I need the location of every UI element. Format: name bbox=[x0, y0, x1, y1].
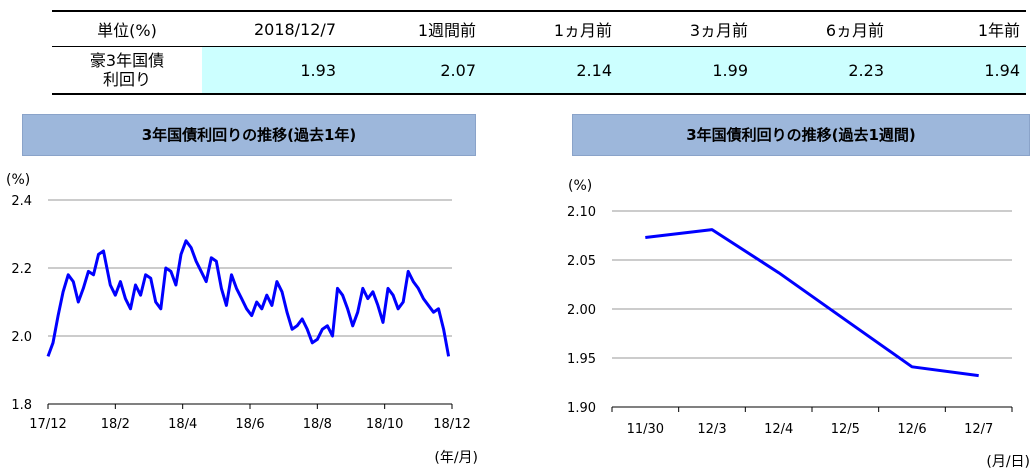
value-1week: 2.07 bbox=[342, 46, 482, 95]
chart-title-1week: 3年国債利回りの推移(過去1週間) bbox=[572, 114, 1030, 156]
header-1week: 1週間前 bbox=[342, 10, 482, 47]
value-1year: 1.94 bbox=[890, 46, 1026, 95]
xtick-1year-2: 18/4 bbox=[168, 417, 197, 432]
value-6month: 2.23 bbox=[754, 46, 890, 95]
header-6month: 6ヵ月前 bbox=[754, 10, 890, 47]
xlabel-1year: (年/月) bbox=[434, 450, 478, 466]
ylabel-1week: (%) bbox=[568, 178, 592, 194]
table-header-row: 単位(%) 2018/12/7 1週間前 1ヵ月前 3ヵ月前 6ヵ月前 1年前 bbox=[52, 10, 1026, 47]
ytick-1week-3: 1.95 bbox=[567, 352, 596, 367]
header-date: 2018/12/7 bbox=[202, 10, 342, 47]
header-1year: 1年前 bbox=[890, 10, 1026, 47]
ytick-1week-2: 2.00 bbox=[567, 303, 596, 318]
ytick-1year-2: 2.0 bbox=[11, 330, 32, 345]
ytick-1week-4: 1.90 bbox=[567, 401, 596, 416]
ytick-1year-3: 1.8 bbox=[11, 398, 32, 413]
row-label: 豪3年国債 利回り bbox=[52, 46, 202, 95]
yield-summary-table: 単位(%) 2018/12/7 1週間前 1ヵ月前 3ヵ月前 6ヵ月前 1年前 … bbox=[52, 10, 1026, 95]
ytick-1week-1: 2.05 bbox=[567, 254, 596, 269]
xtick-1week-5: 12/7 bbox=[964, 422, 993, 437]
header-1month: 1ヵ月前 bbox=[482, 10, 618, 47]
value-3month: 1.99 bbox=[618, 46, 754, 95]
xtick-1year-3: 18/6 bbox=[235, 417, 264, 432]
ytick-1year-0: 2.4 bbox=[11, 194, 32, 209]
ytick-1week-0: 2.10 bbox=[567, 205, 596, 220]
series-line-1week bbox=[645, 228, 979, 378]
ylabel-1year: (%) bbox=[6, 172, 30, 188]
chart-title-1year: 3年国債利回りの推移(過去1年) bbox=[22, 114, 476, 156]
table-value-row: 豪3年国債 利回り 1.93 2.07 2.14 1.99 2.23 1.94 bbox=[52, 46, 1026, 95]
series-line-1year bbox=[46, 239, 451, 357]
xtick-1week-2: 12/4 bbox=[764, 422, 793, 437]
header-unit: 単位(%) bbox=[52, 10, 202, 47]
ytick-1year-1: 2.2 bbox=[11, 262, 32, 277]
xtick-1year-4: 18/8 bbox=[303, 417, 332, 432]
xtick-1year-0: 17/12 bbox=[29, 417, 66, 432]
xtick-1week-0: 11/30 bbox=[627, 422, 664, 437]
xlabel-1week: (月/日) bbox=[986, 454, 1030, 470]
row-label-line1: 豪3年国債 bbox=[89, 51, 165, 70]
xtick-1year-6: 18/12 bbox=[433, 417, 470, 432]
xtick-1year-1: 18/2 bbox=[101, 417, 130, 432]
xtick-1week-1: 12/3 bbox=[697, 422, 726, 437]
xtick-1week-3: 12/5 bbox=[831, 422, 860, 437]
row-label-line2: 利回り bbox=[102, 70, 151, 89]
header-3month: 3ヵ月前 bbox=[618, 10, 754, 47]
value-1month: 2.14 bbox=[482, 46, 618, 95]
xtick-1week-4: 12/6 bbox=[897, 422, 926, 437]
value-date: 1.93 bbox=[202, 46, 342, 95]
xtick-1year-5: 18/10 bbox=[366, 417, 403, 432]
